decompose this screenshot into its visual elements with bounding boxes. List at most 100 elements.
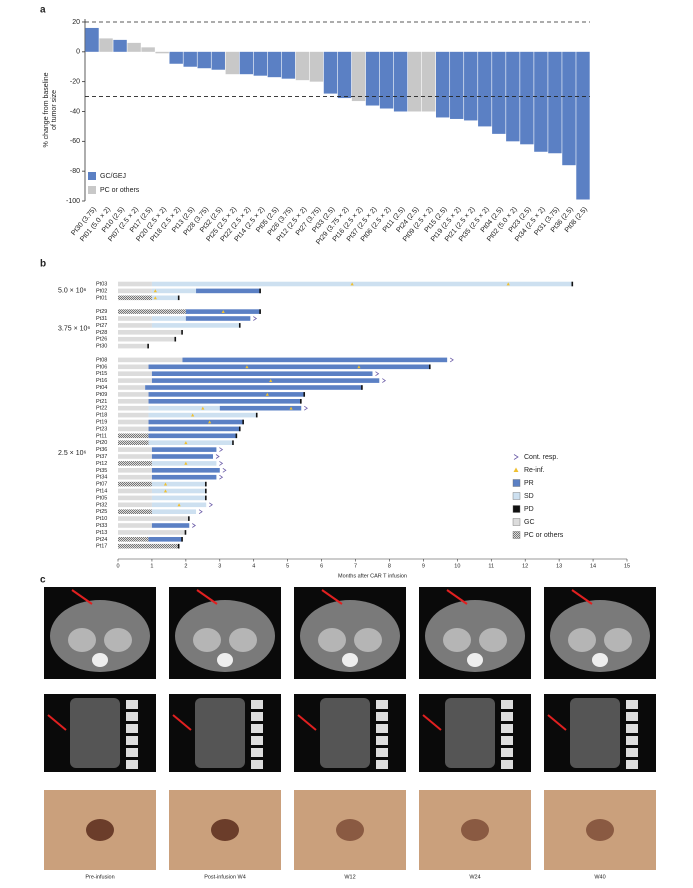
ct-body xyxy=(300,600,400,672)
row-label: Pt17 xyxy=(96,544,107,550)
segment xyxy=(151,461,217,466)
pd-marker xyxy=(205,488,207,494)
y-tick-label: -60 xyxy=(70,138,80,145)
bar xyxy=(85,27,99,52)
row-label: Pt31 xyxy=(96,316,107,322)
y-tick-label: 0 xyxy=(76,49,80,56)
group-label: 3.75 × 10⁶ xyxy=(58,326,90,333)
continued-marker xyxy=(219,474,224,480)
segment xyxy=(118,440,149,445)
segment xyxy=(151,509,197,514)
pd-marker xyxy=(242,419,244,425)
x-tick-label: 14 xyxy=(590,563,596,569)
bar xyxy=(492,51,506,134)
bar xyxy=(478,51,492,127)
x-tick-label: 11 xyxy=(488,563,494,569)
bar xyxy=(183,51,197,67)
row-label: Pt05 xyxy=(96,495,107,501)
red-arrow xyxy=(297,714,317,731)
segment xyxy=(118,454,152,459)
ct-spine xyxy=(342,653,358,667)
lesion xyxy=(461,819,489,841)
pd-marker xyxy=(205,481,207,487)
ct-spine xyxy=(592,653,608,667)
segment xyxy=(118,399,149,404)
ct-abdomen xyxy=(445,698,495,768)
pd-marker xyxy=(303,392,306,397)
row-label: Pt06 xyxy=(96,364,107,370)
reinfusion-marker xyxy=(269,379,273,382)
row-label: Pt11 xyxy=(96,433,107,439)
ct-organ xyxy=(229,628,257,652)
segment xyxy=(118,495,152,501)
vertebra xyxy=(126,736,138,745)
x-tick-label: 15 xyxy=(624,563,630,569)
x-tick-label: 13 xyxy=(556,563,562,569)
segment xyxy=(118,461,152,466)
ct-organ xyxy=(193,628,221,652)
segment xyxy=(148,426,241,432)
segment xyxy=(118,468,152,473)
x-tick-label: 6 xyxy=(320,563,323,569)
segment xyxy=(118,385,146,390)
ct-abdomen xyxy=(195,698,245,768)
bar xyxy=(548,51,562,154)
row-label: Pt04 xyxy=(96,385,107,391)
segment xyxy=(148,419,244,425)
x-tick-label: 5 xyxy=(286,563,289,569)
red-arrow xyxy=(71,589,93,605)
segment xyxy=(148,364,431,370)
vertebra xyxy=(376,700,388,709)
row-label: Pt20 xyxy=(96,440,107,446)
continued-marker xyxy=(219,461,224,466)
continued-marker xyxy=(253,316,258,321)
legend-label: Re-inf. xyxy=(524,467,545,474)
row-label: Pt29 xyxy=(96,309,107,315)
ct-abdomen xyxy=(320,698,370,768)
row-label: Pt36 xyxy=(96,447,107,453)
row-label: Pt35 xyxy=(96,468,107,474)
segment xyxy=(151,295,180,301)
segment xyxy=(118,516,190,521)
pd-marker xyxy=(255,412,258,418)
row-label: Pt33 xyxy=(96,523,107,529)
reinfusion-marker xyxy=(208,420,212,424)
caption: W40 xyxy=(594,874,605,880)
row-label: Pt14 xyxy=(96,488,107,494)
ct-abdomen xyxy=(70,698,120,768)
x-tick-label: 1 xyxy=(150,563,153,569)
segment xyxy=(118,288,152,294)
reinfusion-marker xyxy=(350,282,354,286)
reinfusion-marker xyxy=(289,406,293,410)
legend-symbol xyxy=(512,505,521,513)
segment xyxy=(151,488,207,494)
vertebra xyxy=(501,748,513,757)
segment xyxy=(118,357,183,363)
segment xyxy=(151,323,241,328)
reinfusion-marker xyxy=(221,310,225,313)
vertebra xyxy=(376,724,388,733)
bar xyxy=(295,51,310,81)
ct-organ xyxy=(68,628,96,652)
panel-label: a xyxy=(40,5,46,16)
caption: W24 xyxy=(469,874,480,880)
red-arrow xyxy=(547,714,567,731)
row-label: Pt02 xyxy=(96,288,107,294)
ct-spine xyxy=(92,653,108,667)
bar xyxy=(450,51,464,119)
row-label: Pt26 xyxy=(96,337,107,343)
bar xyxy=(379,51,394,109)
bar xyxy=(464,51,478,121)
pd-marker xyxy=(174,336,177,342)
reinfusion-marker xyxy=(184,441,188,445)
pd-marker xyxy=(259,309,261,314)
row-label: Pt30 xyxy=(96,344,107,350)
ct-body xyxy=(550,600,650,672)
segment xyxy=(118,281,152,287)
legend-label: GC xyxy=(524,519,535,526)
pd-marker xyxy=(188,516,190,521)
segment xyxy=(151,447,217,452)
bar xyxy=(520,51,534,145)
y-tick-label: -40 xyxy=(70,108,80,115)
pd-marker xyxy=(428,364,431,370)
